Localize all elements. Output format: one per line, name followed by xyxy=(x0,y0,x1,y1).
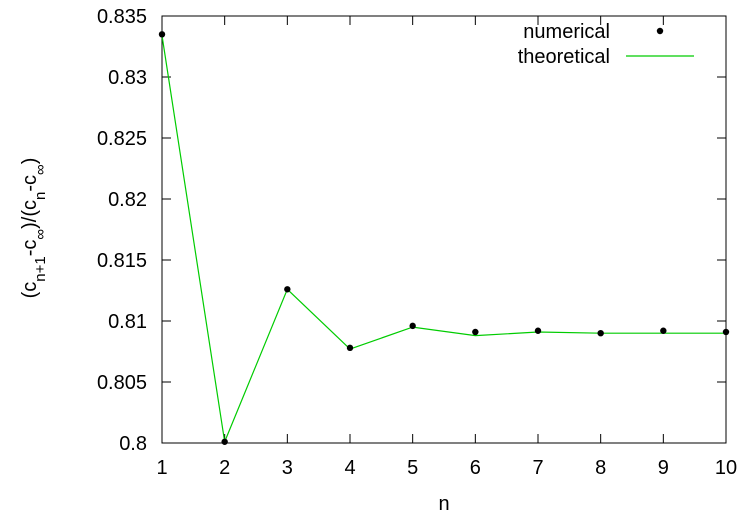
y-tick-label: 0.815 xyxy=(97,250,147,272)
data-point-numerical xyxy=(409,322,416,330)
y-tick-label: 0.835 xyxy=(97,6,147,28)
plot-area xyxy=(161,15,727,444)
x-axis-ticks: 1 2 3 4 5 6 7 8 9 10 xyxy=(156,16,737,479)
data-point-numerical xyxy=(158,31,166,38)
y-tick-label: 0.825 xyxy=(97,128,147,150)
y-tick-label: 0.8 xyxy=(119,433,147,455)
y-tick-label: 0.82 xyxy=(108,189,147,211)
data-point-numerical xyxy=(472,328,479,336)
data-point-numerical xyxy=(346,344,354,352)
series-layer xyxy=(158,31,730,445)
x-tick-label: 6 xyxy=(470,457,481,479)
y-tick-label: 0.83 xyxy=(108,67,147,89)
legend-label-numerical: numerical xyxy=(523,21,610,43)
x-tick-label: 10 xyxy=(715,457,737,479)
legend: numerical theoretical xyxy=(518,21,694,68)
x-tick-label: 3 xyxy=(282,457,293,479)
data-point-numerical xyxy=(597,330,604,337)
data-point-numerical xyxy=(284,286,291,293)
x-tick-label: 9 xyxy=(658,457,669,479)
x-tick-label: 1 xyxy=(156,457,167,479)
data-point-numerical xyxy=(534,327,542,334)
legend-marker-numerical xyxy=(656,27,664,35)
x-tick-label: 8 xyxy=(595,457,606,479)
x-axis-label: n xyxy=(438,493,449,515)
plot-frame xyxy=(161,15,727,444)
x-tick-label: 4 xyxy=(344,457,355,479)
x-tick-label: 5 xyxy=(407,457,418,479)
y-tick-label: 0.805 xyxy=(97,372,147,394)
x-tick-label: 2 xyxy=(219,457,230,479)
x-tick-label: 7 xyxy=(532,457,543,479)
series-line-theoretical xyxy=(161,35,726,445)
y-axis-label: (cn+1-c∞)/(cn-c∞) xyxy=(19,158,49,299)
data-point-numerical xyxy=(722,328,730,336)
data-point-numerical xyxy=(221,438,228,445)
data-point-numerical xyxy=(660,327,667,334)
legend-label-theoretical: theoretical xyxy=(518,46,610,68)
y-axis-ticks: 0.8 0.805 0.81 0.815 0.82 0.825 0.83 0.835 xyxy=(97,6,726,455)
y-tick-label: 0.81 xyxy=(108,311,147,333)
